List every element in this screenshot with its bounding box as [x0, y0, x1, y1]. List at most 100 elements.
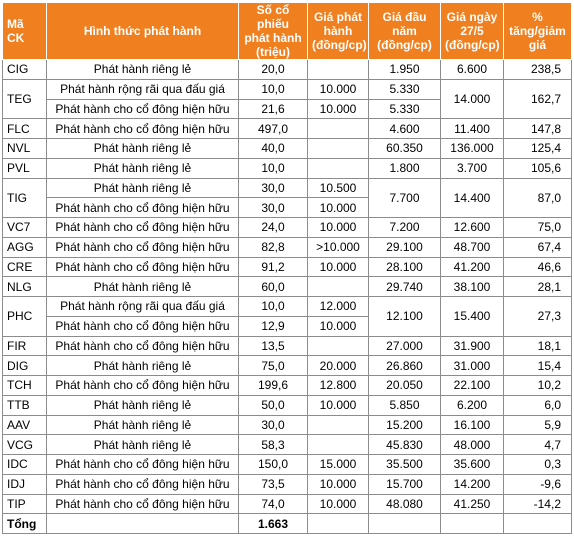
shares-issued: 75,0	[238, 355, 308, 376]
stock-code: CRE	[2, 256, 47, 278]
header-code: Mã CK	[2, 2, 47, 60]
start-price: 60.350	[368, 138, 441, 159]
issue-price: 20.000	[307, 355, 369, 376]
table-row: IDJ Phát hành cho cổ đông hiện hữu 73,5 10.…	[2, 473, 572, 495]
start-price: 48.080	[368, 493, 441, 515]
issue-price: 10.000	[307, 217, 369, 238]
issuance-method: Phát hành cho cổ đông hiện hữu	[46, 118, 239, 139]
pct-change: 28,1	[503, 276, 572, 297]
start-price: 35.500	[368, 454, 441, 475]
issue-price	[307, 414, 369, 436]
price-27-5: 6.200	[440, 394, 504, 416]
shares-issued: 30,0	[238, 197, 308, 218]
price-27-5: 12.600	[440, 217, 504, 238]
table-row: Phát hành cho cổ đông hiện hữu 30,0 10.000	[3, 197, 572, 218]
price-27-5: 22.100	[440, 375, 504, 396]
shares-issued: 73,5	[238, 473, 308, 495]
pct-change: 67,4	[503, 236, 572, 258]
stock-code: NVL	[2, 138, 47, 159]
table-row: PVL Phát hành riêng lẻ 10,0 1.800 3.700 105,6	[2, 157, 572, 179]
start-price: 45.830	[368, 434, 441, 455]
issue-price	[307, 157, 369, 179]
pct-change: 18,1	[503, 335, 572, 357]
table-row: TEG Phát hành rộng rãi qua đấu giá 10,0 10.…	[2, 78, 572, 120]
pct-change: 105,6	[503, 157, 572, 179]
start-price: 4.600	[368, 118, 441, 139]
issue-price: 10.000	[307, 493, 369, 515]
price-27-5: 48.000	[440, 434, 504, 455]
issuance-method: Phát hành riêng lẻ	[46, 394, 239, 416]
total-method-empty	[46, 513, 239, 534]
issue-price: 10.000	[307, 256, 369, 278]
stock-code: VCG	[2, 434, 47, 455]
pct-change: 75,0	[503, 217, 572, 238]
header-issue-price: Giá phát hành (đồng/cp)	[307, 2, 369, 60]
pct-change: 5,9	[503, 414, 572, 436]
start-price: 20.050	[368, 375, 441, 396]
issuance-method: Phát hành cho cổ đông hiện hữu	[46, 197, 239, 218]
header-method: Hình thức phát hành	[46, 2, 239, 60]
issuance-method: Phát hành cho cổ đông hiện hữu	[46, 315, 239, 337]
issue-price: 12.000	[307, 296, 369, 317]
shares-issued: 60,0	[238, 276, 308, 297]
shares-issued: 10,0	[238, 157, 308, 179]
shares-issued: 20,0	[238, 59, 308, 80]
stock-code: TTB	[2, 394, 47, 416]
stock-code: VC7	[2, 217, 47, 238]
start-price: 28.100	[368, 256, 441, 278]
stock-code: CIG	[2, 59, 47, 80]
shares-issued: 12,9	[238, 315, 308, 337]
table-row: CIG Phát hành riêng lẻ 20,0 1.950 6.600 238,5	[2, 59, 572, 80]
start-price: 7.700	[368, 177, 441, 218]
table-row: TIP Phát hành cho cổ đông hiện hữu 74,0 10.…	[2, 493, 572, 515]
table-row: VCG Phát hành riêng lẻ 58,3 45.830 48.000 4,7	[2, 434, 572, 455]
shares-issued: 30,0	[238, 414, 308, 436]
issuance-method: Phát hành cho cổ đông hiện hữu	[46, 256, 239, 278]
table-row: AAV Phát hành riêng lẻ 30,0 15.200 16.100 5,9	[2, 414, 572, 436]
shares-issued: 50,0	[238, 394, 308, 416]
price-27-5: 15.400	[440, 296, 504, 337]
issuance-method: Phát hành rộng rãi qua đấu giá	[46, 78, 239, 100]
stock-code: FIR	[2, 335, 47, 357]
pct-change: 27,3	[503, 296, 572, 337]
table-row: TIG Phát hành riêng lẻ 30,0 10.500 7.700 14.4…	[2, 177, 572, 218]
issuance-method: Phát hành cho cổ đông hiện hữu	[46, 375, 239, 396]
start-price: 7.200	[368, 217, 441, 238]
issue-price: 15.000	[307, 454, 369, 475]
price-27-5: 41.250	[440, 493, 504, 515]
shares-issued: 58,3	[238, 434, 308, 455]
shares-issued: 497,0	[238, 118, 308, 139]
pct-change: 162,7	[503, 78, 572, 120]
total-empty-cell	[503, 513, 572, 534]
stock-code: TEG	[2, 78, 47, 120]
stock-code: TCH	[2, 375, 47, 396]
price-27-5: 6.600	[440, 59, 504, 80]
shares-issued: 82,8	[238, 236, 308, 258]
table-row: Phát hành cho cổ đông hiện hữu 21,6 10.000…	[3, 98, 572, 120]
stock-code: FLC	[2, 118, 47, 139]
stock-code: AGG	[2, 236, 47, 258]
table-body: CIG Phát hành riêng lẻ 20,0 1.950 6.600 238,5…	[2, 59, 572, 534]
shares-issued: 74,0	[238, 493, 308, 515]
start-price: 15.200	[368, 414, 441, 436]
price-27-5: 136.000	[440, 138, 504, 159]
table-row: PHC Phát hành rộng rãi qua đấu giá 10,0 12.…	[2, 296, 572, 337]
table-row: AGG Phát hành cho cổ đông hiện hữu 82,8 >10…	[2, 236, 572, 258]
start-price: 27.000	[368, 335, 441, 357]
issue-price: 10.500	[307, 177, 369, 199]
issuance-method: Phát hành riêng lẻ	[46, 138, 239, 159]
start-price: 1.950	[368, 59, 441, 80]
shares-issued: 91,2	[238, 256, 308, 278]
start-price: 29.740	[368, 276, 441, 297]
total-empty-cell	[307, 513, 369, 534]
price-27-5: 41.200	[440, 256, 504, 278]
table-row: NLG Phát hành riêng lẻ 60,0 29.740 38.100 28,…	[2, 276, 572, 297]
table-row: IDC Phát hành cho cổ đông hiện hữu 150,0 15…	[2, 454, 572, 475]
price-27-5: 14.400	[440, 177, 504, 218]
issue-price: 12.800	[307, 375, 369, 396]
issuance-method: Phát hành cho cổ đông hiện hữu	[46, 217, 239, 238]
header-row: Mã CK Hình thức phát hành Số cổ phiếu ph…	[2, 2, 572, 60]
table-row: CRE Phát hành cho cổ đông hiện hữu 91,2 10.…	[2, 256, 572, 278]
issue-price	[307, 138, 369, 159]
